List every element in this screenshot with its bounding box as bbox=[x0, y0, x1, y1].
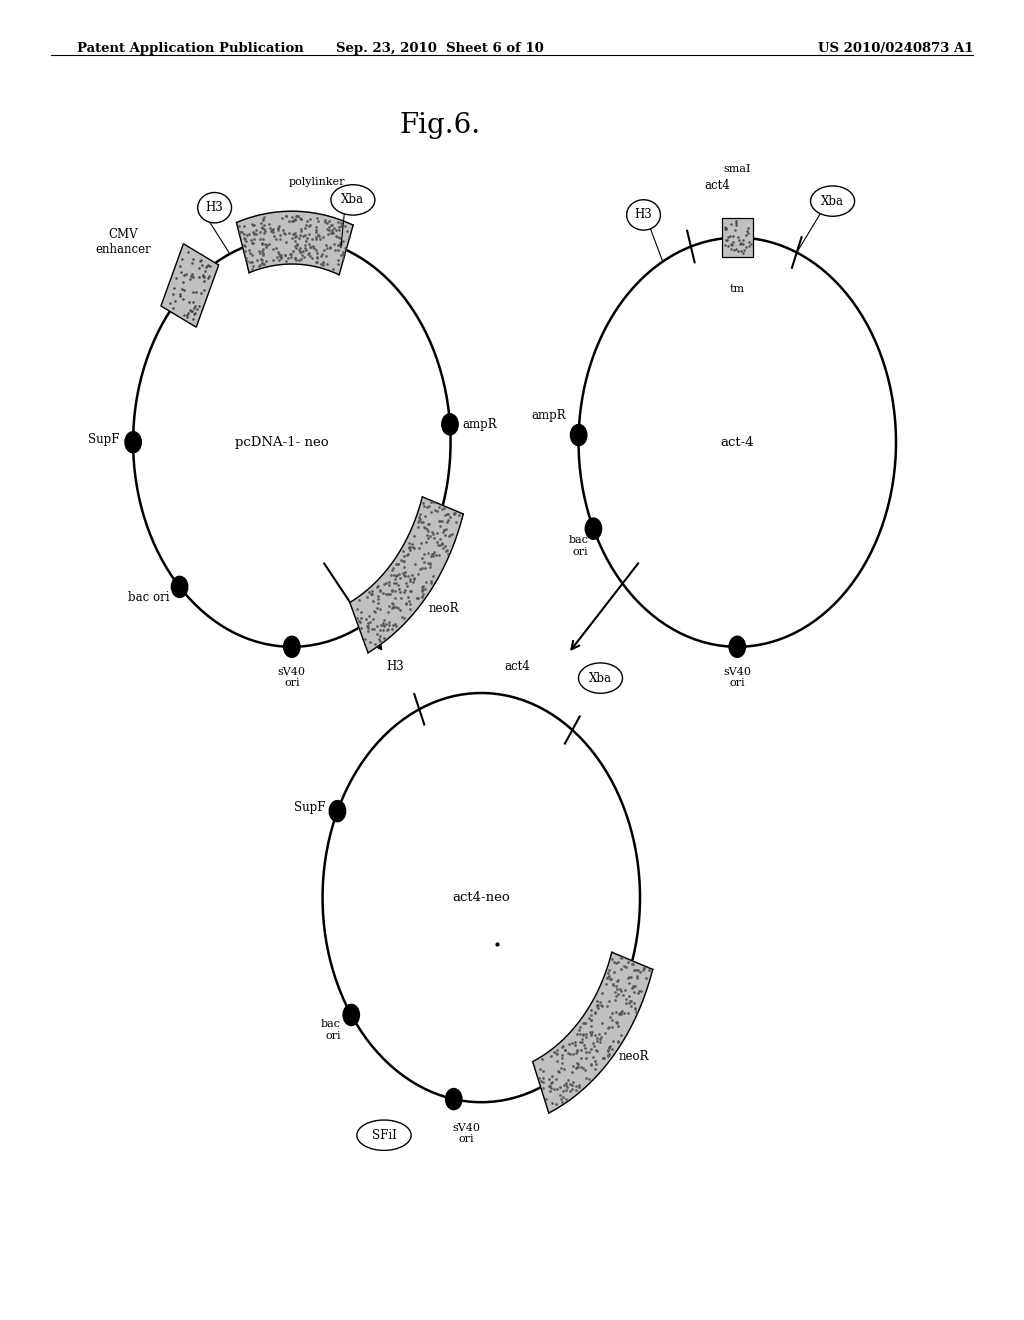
Text: CMV
enhancer: CMV enhancer bbox=[95, 228, 152, 256]
Polygon shape bbox=[532, 952, 652, 1113]
Circle shape bbox=[445, 1089, 462, 1110]
Text: Xba: Xba bbox=[821, 194, 844, 207]
Text: neoR: neoR bbox=[429, 602, 459, 615]
Text: H3: H3 bbox=[386, 660, 403, 673]
Ellipse shape bbox=[579, 663, 623, 693]
Text: sV40
ori: sV40 ori bbox=[278, 667, 306, 688]
Ellipse shape bbox=[198, 193, 231, 223]
Text: bac
ori: bac ori bbox=[322, 1019, 341, 1040]
Text: Sep. 23, 2010  Sheet 6 of 10: Sep. 23, 2010 Sheet 6 of 10 bbox=[337, 42, 544, 55]
Text: act4: act4 bbox=[504, 660, 530, 673]
Text: polylinker: polylinker bbox=[289, 177, 346, 187]
Polygon shape bbox=[161, 244, 219, 327]
Circle shape bbox=[343, 1005, 359, 1026]
Circle shape bbox=[729, 636, 745, 657]
Text: neoR: neoR bbox=[618, 1051, 649, 1064]
Circle shape bbox=[330, 800, 346, 821]
Polygon shape bbox=[350, 496, 463, 653]
Text: Fig.6.: Fig.6. bbox=[399, 112, 481, 139]
Text: Xba: Xba bbox=[589, 672, 612, 685]
Polygon shape bbox=[237, 211, 353, 275]
Circle shape bbox=[125, 432, 141, 453]
Text: Patent Application Publication: Patent Application Publication bbox=[77, 42, 303, 55]
Circle shape bbox=[441, 413, 458, 434]
Ellipse shape bbox=[331, 185, 375, 215]
Circle shape bbox=[171, 577, 187, 598]
Ellipse shape bbox=[356, 1119, 412, 1150]
Text: US 2010/0240873 A1: US 2010/0240873 A1 bbox=[818, 42, 974, 55]
Text: sV40
ori: sV40 ori bbox=[452, 1123, 480, 1144]
Circle shape bbox=[586, 519, 602, 540]
Text: bac
ori: bac ori bbox=[568, 536, 589, 557]
Text: tm: tm bbox=[730, 284, 744, 294]
Text: H3: H3 bbox=[206, 201, 223, 214]
Circle shape bbox=[284, 636, 300, 657]
Text: Xba: Xba bbox=[341, 194, 365, 206]
Ellipse shape bbox=[627, 199, 660, 230]
Text: SupF: SupF bbox=[294, 801, 326, 813]
Text: ampR: ampR bbox=[462, 418, 497, 430]
Text: pcDNA-1- neo: pcDNA-1- neo bbox=[234, 436, 329, 449]
Text: smaI: smaI bbox=[724, 164, 751, 174]
Text: ampR: ampR bbox=[531, 409, 566, 422]
Text: act-4: act-4 bbox=[721, 436, 754, 449]
Text: SFiI: SFiI bbox=[372, 1129, 396, 1142]
Text: sV40
ori: sV40 ori bbox=[723, 667, 752, 688]
Text: bac ori: bac ori bbox=[128, 591, 169, 603]
Circle shape bbox=[570, 425, 587, 446]
Text: act4-neo: act4-neo bbox=[453, 891, 510, 904]
Text: H3: H3 bbox=[635, 209, 652, 222]
Polygon shape bbox=[722, 218, 753, 257]
Text: act4: act4 bbox=[705, 178, 730, 191]
Ellipse shape bbox=[811, 186, 855, 216]
Text: SupF: SupF bbox=[88, 433, 120, 446]
